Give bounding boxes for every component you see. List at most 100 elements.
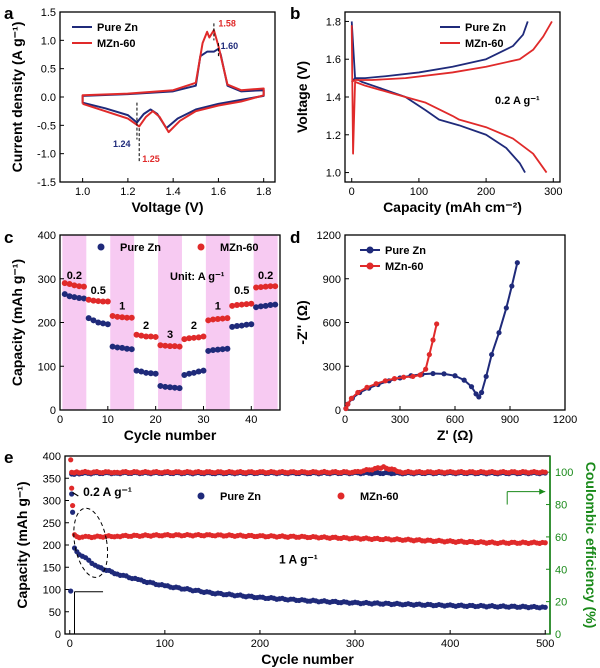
y-tick-label: 1200 [317,230,341,242]
rate-label: 0.2 [67,270,82,282]
y-tick-label: 300 [43,496,61,508]
gcd-curve-mzn60-discharge [350,25,548,174]
data-point-pure_zn [224,345,231,352]
y-tick-label: 0 [335,405,341,417]
legend-label: MZn-60 [360,491,399,503]
data-point-mzn60 [219,315,226,322]
y-axis-label: -Z'' (Ω) [294,300,310,344]
data-point-pure_zn [514,260,520,266]
data-point-mzn60 [248,300,255,307]
data-point-pure_zn [133,367,140,374]
rate-label: 1 [119,300,125,312]
x-tick-label: 30 [197,414,209,426]
current-density-label: 0.2 A g⁻¹ [495,95,540,107]
data-point-pure_zn [195,368,202,375]
data-point-mzn60 [262,283,269,290]
y2-tick-label: 0 [555,629,561,641]
y-tick-label: 50 [49,607,61,619]
data-point-mzn60 [205,317,212,324]
data-point-mzn60 [200,333,207,340]
data-point-mzn60 [162,342,169,349]
data-point-mzn60 [147,333,154,340]
data-point-pure_zn [143,369,150,376]
data-point-pure_zn [210,347,217,354]
x-axis-label: Z' (Ω) [437,427,473,443]
legend-label: Pure Zn [465,22,506,34]
ce-pointer-arrow [539,488,546,495]
data-point-mzn60 [61,280,68,287]
data-point-pure_zn [190,369,197,376]
data-point-mzn60 [410,373,416,380]
data-point-pure_zn [157,382,164,389]
legend-marker [197,492,205,500]
x-tick-label: 1.8 [256,186,271,198]
data-point-mzn60 [167,343,173,350]
data-point-mzn60 [391,376,398,382]
legend-marker [366,262,374,270]
data-point-mzn60 [100,298,107,305]
data-point-pure_zn [80,295,87,302]
y2-tick-label: 40 [555,564,567,576]
peak-label: 1.58 [218,18,236,28]
legend-label: Pure Zn [120,242,161,254]
data-point-pure_zn [128,346,135,353]
x-tick-label: 600 [446,414,464,426]
gcd-curve-pure_zn-charge [351,21,529,83]
data-point-pure_zn [123,345,130,352]
data-point-pure_zn [181,372,188,378]
data-point-mzn60 [426,351,432,358]
data-point-pure_zn [262,302,269,309]
y-axis-label: Capacity (mAh g⁻¹) [9,259,25,386]
data-point-pure_zn [95,319,102,326]
data-point-mzn60 [401,374,407,380]
data-point-pure_zn [272,301,279,308]
y-tick-label: 400 [43,451,61,463]
data-point-mzn60 [80,283,87,290]
y-tick-label: 1.5 [41,7,56,19]
x-tick-label: 300 [391,414,409,426]
gcd-curve-mzn60-charge [351,20,553,83]
data-point-pure_zn [452,373,458,379]
peak-label: 1.25 [142,154,160,164]
gcd-curve-pure_zn-discharge [350,21,526,174]
data-point-mzn60 [348,395,355,401]
y-tick-label: 0.0 [41,92,56,104]
x-axis-label: Capacity (mAh cm⁻²) [383,199,522,215]
data-point-mzn60 [133,331,140,338]
data-point-pure_zn [233,323,240,329]
data-point-pure_zn [152,370,159,377]
y-tick-label: 1.2 [326,130,341,142]
data-point-mzn60 [243,301,250,308]
x-tick-label: 0 [57,414,63,426]
rate-annotation: 1 A g⁻¹ [279,553,318,567]
y2-tick-label: 80 [555,500,567,512]
y-tick-label: 400 [38,230,56,242]
data-point-mzn60 [109,312,116,319]
data-point-mzn60 [373,381,379,387]
data-point-mzn60 [85,296,92,303]
y2-axis-label: Coulombic efficiency (%) [583,462,599,628]
y-tick-label: 0 [55,629,61,641]
nyquist-curve-mzn60 [344,323,438,409]
data-point-pure_zn [162,383,169,390]
panel-letter-b: b [290,4,300,23]
capacity-point-pure_zn [69,491,75,497]
legend-label: MZn-60 [97,38,136,50]
data-point-mzn60 [181,336,188,343]
data-point-mzn60 [157,342,164,349]
y-tick-label: 1.0 [41,35,56,47]
x-axis-label: Cycle number [261,651,354,667]
peak-label: 1.24 [113,139,131,149]
rate-annotation: 0.2 A g⁻¹ [83,485,132,499]
data-point-mzn60 [123,314,130,321]
data-point-pure_zn [509,283,515,289]
y-tick-label: 100 [43,585,61,597]
unit-label: Unit: A g⁻¹ [170,271,225,283]
x-tick-label: 100 [156,638,174,650]
data-point-pure_zn [483,373,489,380]
legend-label: MZn-60 [465,38,504,50]
data-point-pure_zn [489,351,495,358]
cv-curve-mzn60 [81,29,265,134]
